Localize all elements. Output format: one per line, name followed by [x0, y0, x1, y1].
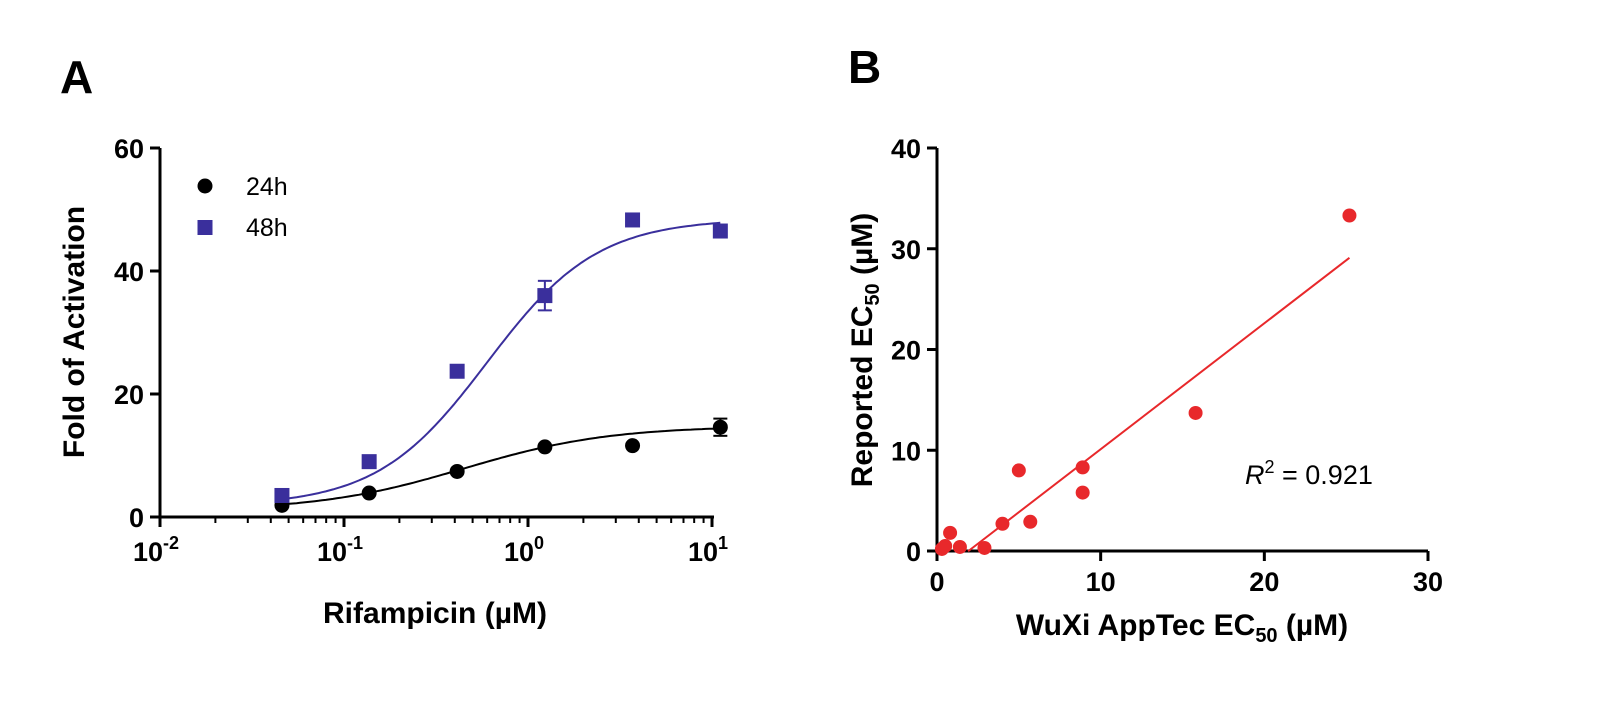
x-tick-label-b-0: 0 [929, 567, 944, 597]
panel-label-b: B [848, 41, 881, 93]
point-24h-4 [625, 438, 641, 454]
scatter-point-10 [1188, 405, 1203, 420]
legend-marker-48h [197, 220, 213, 235]
y-tick-label-b-0: 0 [906, 537, 921, 567]
x-tick-label-a-1: 10-1 [317, 533, 363, 567]
x-tick-label-b-3: 30 [1413, 567, 1443, 597]
x-axis-title-b: WuXi AppTec EC50 (µM) [1016, 609, 1348, 647]
regression-line-b [967, 257, 1351, 553]
y-tick-label-a-0: 0 [129, 503, 144, 533]
x-tick-label-b-2: 20 [1249, 567, 1279, 597]
x-tick-label-a-0: 10-2 [133, 533, 179, 567]
data-points-a [274, 212, 728, 513]
y-ticks-b: 0 10 20 30 40 [891, 134, 937, 567]
data-points-b [934, 208, 1357, 556]
fit-curve-48h [281, 221, 721, 501]
scatter-point-6 [1011, 463, 1026, 478]
y-axis-title-b: Reported EC50 (µM) [846, 213, 884, 488]
regression-line [967, 257, 1351, 553]
x-tick-label-a-3: 101 [688, 533, 728, 567]
fit-curve-24h [281, 427, 721, 506]
x-ticks-a: 10-2 10-1 100 101 [133, 517, 728, 567]
scatter-point-4 [977, 540, 992, 555]
panel-label-a: A [60, 51, 93, 103]
x-tick-label-a-2: 100 [504, 533, 544, 567]
legend-a: 24h 48h [197, 173, 288, 242]
point-48h-5 [712, 223, 728, 239]
scatter-point-11 [1342, 208, 1357, 223]
y-ticks-a: 0 20 40 60 [114, 134, 160, 533]
point-24h-1 [361, 485, 377, 501]
point-24h-2 [449, 463, 465, 479]
legend-marker-24h [197, 178, 213, 194]
legend-label-24h: 24h [246, 173, 288, 201]
y-tick-label-a-1: 20 [114, 380, 144, 410]
point-48h-3 [537, 288, 553, 304]
y-tick-label-b-4: 40 [891, 134, 921, 164]
scatter-point-1 [938, 538, 953, 553]
point-48h-2 [449, 363, 465, 379]
scatter-point-8 [1075, 460, 1090, 475]
point-48h-1 [361, 454, 377, 470]
point-48h-0 [274, 487, 290, 503]
scatter-point-7 [1023, 514, 1038, 529]
fit-curves-a [281, 221, 721, 506]
point-24h-5 [712, 419, 728, 435]
y-tick-label-a-3: 60 [114, 134, 144, 164]
scatter-point-2 [943, 525, 958, 540]
y-axis-title-a: Fold of Activation [58, 206, 91, 458]
x-ticks-b: 0 10 20 30 [929, 551, 1443, 597]
scatter-point-5 [995, 516, 1010, 531]
scatter-point-9 [1075, 485, 1090, 500]
panel-b: B 0 10 20 30 40 0 10 20 30 WuXi AppTec EC50 (µM… [846, 41, 1443, 647]
y-tick-label-b-1: 10 [891, 436, 921, 466]
y-tick-label-b-2: 20 [891, 336, 921, 366]
scatter-point-3 [952, 539, 967, 554]
y-tick-label-b-3: 30 [891, 235, 921, 265]
y-tick-label-a-2: 40 [114, 257, 144, 287]
point-48h-4 [625, 212, 641, 228]
x-axis-title-a: Rifampicin (µM) [323, 597, 547, 630]
point-24h-3 [537, 439, 553, 455]
panel-a: A 0 20 40 60 10-2 10-1 100 101 Rifampicin (µM)… [58, 51, 728, 630]
x-tick-label-b-1: 10 [1086, 567, 1116, 597]
legend-label-48h: 48h [246, 214, 288, 242]
r-squared-annotation: R2 = 0.921 [1245, 457, 1373, 490]
